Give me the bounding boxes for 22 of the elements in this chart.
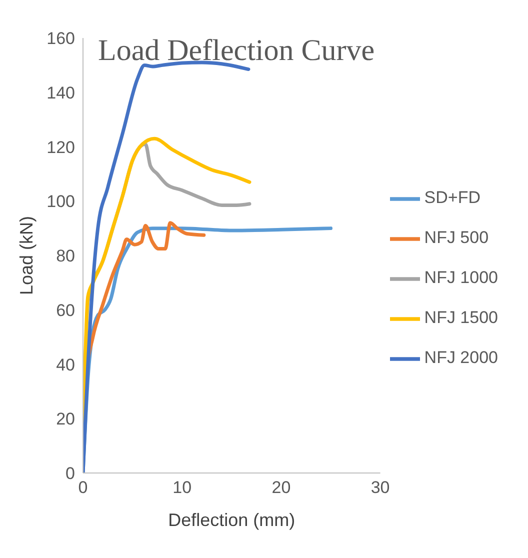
y-tick-label: 120 [46,138,75,157]
chart-title: Load Deflection Curve [98,34,375,68]
y-tick-label: 20 [56,410,75,429]
legend-label: SD+FD [424,188,481,207]
y-tick-label: 60 [56,300,75,320]
y-tick-label: 100 [46,192,75,212]
legend-label: NFJ 1000 [424,268,498,287]
y-tick-label: 140 [46,83,75,102]
y-tick-label: 80 [56,246,75,266]
legend-label: NFJ 2000 [424,348,498,367]
x-tick-label: 20 [272,478,291,498]
legend-label: NFJ 500 [424,228,489,247]
line-series [83,60,250,473]
legend-label: NFJ 1500 [424,308,498,327]
y-tick-label: 0 [66,464,75,484]
y-tick-label: 40 [56,355,75,374]
x-axis-title: Deflection (mm) [168,510,296,530]
y-tick-label: 160 [46,29,75,48]
x-tick-label: 10 [172,478,192,498]
x-tick-label: 0 [78,478,88,498]
y-axis-title: Load (kN) [16,216,36,296]
x-tick-label: 30 [370,478,390,498]
